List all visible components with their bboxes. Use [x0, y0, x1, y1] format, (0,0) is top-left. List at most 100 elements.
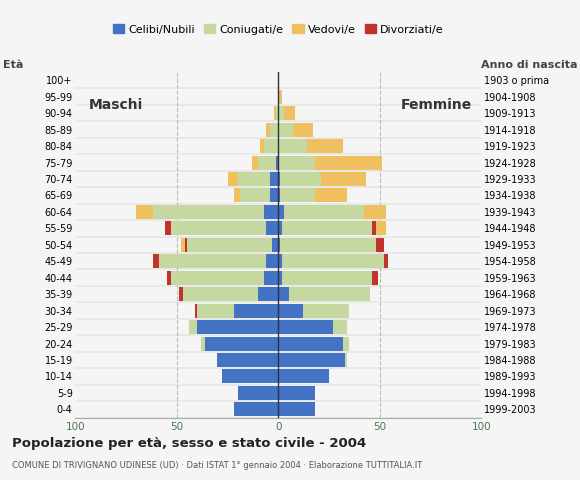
- Bar: [266, 122, 270, 137]
- Bar: [343, 336, 349, 350]
- Bar: [227, 172, 238, 186]
- Bar: [270, 172, 278, 186]
- Bar: [321, 172, 365, 186]
- Bar: [166, 271, 171, 285]
- Bar: [171, 221, 266, 235]
- Bar: [264, 205, 278, 219]
- Bar: [284, 205, 364, 219]
- Bar: [153, 254, 158, 268]
- Bar: [276, 156, 278, 169]
- Bar: [278, 386, 315, 400]
- Bar: [270, 122, 278, 137]
- Bar: [307, 139, 343, 153]
- Bar: [165, 221, 171, 235]
- Bar: [278, 287, 288, 301]
- Bar: [270, 189, 278, 203]
- Bar: [303, 304, 349, 318]
- Bar: [282, 221, 372, 235]
- Bar: [278, 304, 303, 318]
- Bar: [278, 402, 315, 416]
- Bar: [136, 205, 153, 219]
- Bar: [364, 205, 386, 219]
- Bar: [284, 106, 295, 120]
- Bar: [278, 90, 280, 104]
- Bar: [333, 320, 347, 334]
- Text: Anno di nascita: Anno di nascita: [481, 60, 577, 70]
- Bar: [195, 304, 197, 318]
- Bar: [282, 254, 384, 268]
- Bar: [278, 221, 282, 235]
- Bar: [280, 189, 315, 203]
- Bar: [197, 320, 278, 334]
- Bar: [282, 271, 372, 285]
- Bar: [252, 156, 258, 169]
- Bar: [278, 370, 329, 384]
- Bar: [158, 254, 266, 268]
- Bar: [384, 254, 388, 268]
- Bar: [345, 353, 347, 367]
- Bar: [189, 320, 197, 334]
- Bar: [179, 287, 183, 301]
- Bar: [315, 189, 347, 203]
- Bar: [181, 238, 187, 252]
- Bar: [169, 271, 171, 285]
- Bar: [273, 238, 278, 252]
- Bar: [376, 238, 380, 252]
- Bar: [258, 156, 276, 169]
- Bar: [278, 254, 282, 268]
- Bar: [276, 106, 278, 120]
- Bar: [278, 271, 282, 285]
- Text: Maschi: Maschi: [89, 98, 143, 112]
- Bar: [274, 106, 276, 120]
- Bar: [238, 386, 278, 400]
- Bar: [278, 122, 292, 137]
- Bar: [292, 122, 313, 137]
- Bar: [372, 221, 386, 235]
- Text: Età: Età: [3, 60, 23, 70]
- Bar: [278, 156, 315, 169]
- Text: Femmine: Femmine: [401, 98, 472, 112]
- Bar: [372, 221, 376, 235]
- Bar: [264, 139, 278, 153]
- Bar: [166, 221, 171, 235]
- Bar: [260, 139, 264, 153]
- Bar: [280, 172, 321, 186]
- Bar: [258, 287, 278, 301]
- Bar: [384, 254, 388, 268]
- Bar: [315, 156, 382, 169]
- Bar: [266, 221, 278, 235]
- Bar: [240, 189, 270, 203]
- Bar: [218, 353, 278, 367]
- Text: Popolazione per età, sesso e stato civile - 2004: Popolazione per età, sesso e stato civil…: [12, 437, 366, 450]
- Bar: [278, 238, 280, 252]
- Bar: [278, 139, 307, 153]
- Legend: Celibi/Nubili, Coniugati/e, Vedovi/e, Divorziati/e: Celibi/Nubili, Coniugati/e, Vedovi/e, Di…: [111, 22, 446, 37]
- Bar: [197, 304, 234, 318]
- Bar: [222, 370, 278, 384]
- Bar: [278, 320, 333, 334]
- Bar: [205, 336, 278, 350]
- Bar: [278, 106, 284, 120]
- Bar: [183, 287, 258, 301]
- Bar: [153, 205, 264, 219]
- Bar: [278, 353, 345, 367]
- Bar: [266, 254, 278, 268]
- Bar: [264, 271, 278, 285]
- Bar: [154, 254, 158, 268]
- Bar: [187, 238, 273, 252]
- Bar: [278, 205, 284, 219]
- Bar: [280, 90, 282, 104]
- Bar: [185, 238, 187, 252]
- Bar: [234, 402, 278, 416]
- Bar: [372, 271, 378, 285]
- Bar: [238, 172, 270, 186]
- Bar: [201, 336, 205, 350]
- Bar: [376, 238, 384, 252]
- Bar: [278, 172, 280, 186]
- Bar: [280, 238, 376, 252]
- Bar: [171, 271, 264, 285]
- Bar: [278, 336, 343, 350]
- Bar: [234, 189, 240, 203]
- Text: COMUNE DI TRIVIGNANO UDINESE (UD) · Dati ISTAT 1° gennaio 2004 · Elaborazione TU: COMUNE DI TRIVIGNANO UDINESE (UD) · Dati…: [12, 461, 422, 470]
- Bar: [234, 304, 278, 318]
